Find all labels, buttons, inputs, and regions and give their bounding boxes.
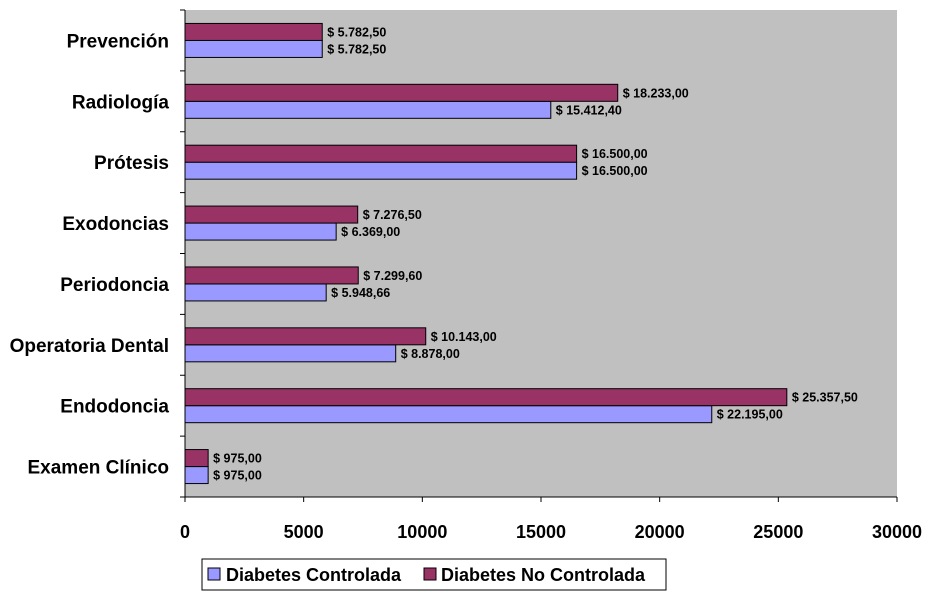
- category-label-5: Operatoria Dental: [10, 336, 169, 357]
- bar-controlada-7: [184, 466, 209, 485]
- x-tick-label-1: 5000: [284, 522, 324, 542]
- bar-no-controlada-0: [184, 22, 323, 41]
- category-label-3: Exodoncias: [62, 214, 169, 235]
- data-label-controlada-1: $ 15.412,40: [556, 103, 622, 117]
- bar-no-controlada-6: [184, 388, 788, 407]
- data-label-no-controlada-6: $ 25.357,50: [792, 391, 858, 405]
- bar-controlada-5: [184, 344, 397, 363]
- x-tick-label-5: 25000: [753, 522, 803, 542]
- data-label-no-controlada-2: $ 16.500,00: [582, 147, 648, 161]
- data-label-no-controlada-0: $ 5.782,50: [327, 25, 386, 39]
- data-label-controlada-3: $ 6.369,00: [341, 225, 400, 239]
- bar-no-controlada-3: [184, 205, 359, 224]
- legend-label-no-controlada: Diabetes No Controlada: [441, 565, 646, 585]
- bar-no-controlada-1: [184, 83, 619, 102]
- category-label-1: Radiología: [72, 92, 170, 113]
- data-label-controlada-5: $ 8.878,00: [401, 347, 460, 361]
- legend-swatch-no-controlada: [423, 567, 437, 581]
- data-label-controlada-2: $ 16.500,00: [582, 164, 648, 178]
- bar-no-controlada-7: [184, 449, 209, 468]
- data-label-controlada-6: $ 22.195,00: [717, 408, 783, 422]
- x-tick-label-6: 30000: [872, 522, 922, 542]
- x-tick-label-2: 10000: [397, 522, 447, 542]
- bar-controlada-6: [184, 405, 713, 424]
- data-label-no-controlada-1: $ 18.233,00: [623, 86, 689, 100]
- bar-no-controlada-5: [184, 327, 427, 346]
- data-label-controlada-4: $ 5.948,66: [331, 286, 390, 300]
- x-tick-label-4: 20000: [635, 522, 685, 542]
- category-label-6: Endodoncia: [60, 397, 169, 418]
- x-tick-label-0: 0: [180, 522, 190, 542]
- bar-no-controlada-2: [184, 144, 578, 163]
- bar-controlada-3: [184, 222, 337, 241]
- bar-no-controlada-4: [184, 266, 359, 285]
- category-label-4: Periodoncia: [60, 275, 169, 296]
- legend-label-controlada: Diabetes Controlada: [226, 565, 402, 585]
- data-labels-group: $ 5.782,50 $ 5.782,50 $ 15.412,40$ 18.233,…: [213, 25, 858, 482]
- legend-box: [201, 558, 667, 591]
- category-label-2: Prótesis: [94, 153, 169, 174]
- bar-controlada-0: [184, 39, 323, 58]
- axes-group: Prevención Radiología Prótesis Exodoncias Pe…: [10, 9, 922, 542]
- data-label-no-controlada-5: $ 10.143,00: [431, 330, 497, 344]
- data-label-no-controlada-7: $ 975,00: [213, 452, 262, 466]
- bar-controlada-1: [184, 100, 552, 119]
- category-label-0: Prevención: [67, 31, 169, 52]
- bar-controlada-4: [184, 283, 327, 302]
- data-label-no-controlada-4: $ 7.299,60: [363, 269, 422, 283]
- bar-controlada-2: [184, 161, 578, 180]
- legend-swatch-controlada: [207, 567, 221, 581]
- data-label-no-controlada-3: $ 7.276,50: [363, 208, 422, 222]
- data-label-controlada-0: $ 5.782,50: [327, 42, 386, 56]
- category-label-7: Examen Clínico: [28, 458, 170, 479]
- data-label-controlada-7: $ 975,00: [213, 469, 262, 483]
- plot-area: [185, 10, 897, 497]
- legend: Diabetes Controlada Diabetes No Controlad…: [201, 558, 667, 591]
- x-tick-label-3: 15000: [516, 522, 566, 542]
